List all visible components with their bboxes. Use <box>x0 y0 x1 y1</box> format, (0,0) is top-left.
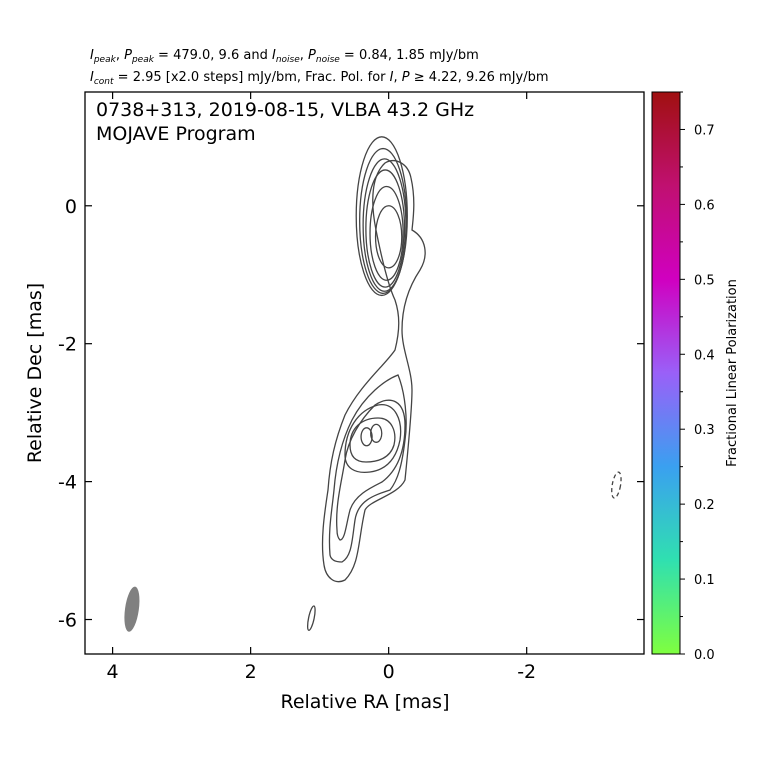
core-contour-2 <box>369 185 404 281</box>
x-axis-label: Relative RA [mas] <box>280 691 449 713</box>
jet-contour-outer <box>321 160 426 583</box>
y-axis-label: Relative Dec [mas] <box>24 283 46 463</box>
isolated-contour <box>306 605 316 631</box>
beam-ellipse <box>124 586 140 632</box>
colorbar-tick-label: 0.1 <box>694 573 715 588</box>
plot-title-line-2: MOJAVE Program <box>96 123 256 145</box>
colorbar-tick-label: 0.3 <box>694 423 715 438</box>
y-tick-label: -2 <box>58 334 77 356</box>
x-tick-label: 4 <box>107 661 119 683</box>
y-tick-label: -4 <box>58 472 77 494</box>
plot-frame <box>84 91 645 655</box>
header-line-2: Icont = 2.95 [x2.0 steps] mJy/bm, Frac. … <box>90 70 549 87</box>
colorbar-tick-label: 0.0 <box>694 648 715 663</box>
core-contour-6 <box>355 136 408 297</box>
negative-contour <box>611 471 622 499</box>
colorbar-tick-label: 0.5 <box>694 273 715 288</box>
colorbar-tick-label: 0.7 <box>694 123 715 138</box>
core-contour-3 <box>365 169 406 288</box>
plot-title-line-1: 0738+313, 2019-08-15, VLBA 43.2 GHz <box>96 99 475 121</box>
colorbar-label: Fractional Linear Polarization <box>725 279 740 467</box>
jet-contour-5 <box>349 417 396 463</box>
jet-contour-2 <box>328 374 407 563</box>
colorbar-gradient <box>651 91 681 655</box>
y-tick-label: -6 <box>58 610 77 632</box>
contour-layer <box>124 136 622 632</box>
colorbar-tick-label: 0.4 <box>694 348 715 363</box>
knot-contour-2 <box>360 427 373 447</box>
header-line-1: Ipeak, Ppeak = 479.0, 9.6 and Inoise, Pn… <box>90 48 479 65</box>
axes: 4 2 0 -2 0 -2 -4 -6 <box>58 91 645 683</box>
core-contour-1 <box>374 205 403 269</box>
knot-contour-1 <box>370 423 383 443</box>
x-tick-label: -2 <box>517 661 536 683</box>
y-tick-label: 0 <box>65 196 77 218</box>
plot-area <box>85 92 644 654</box>
colorbar: 0.0 0.1 0.2 0.3 0.4 0.5 0.6 0.7 <box>651 91 715 663</box>
jet-contour-4 <box>344 404 402 474</box>
x-tick-label: 2 <box>245 661 257 683</box>
colorbar-tick-label: 0.2 <box>694 498 715 513</box>
core-contour-4 <box>362 158 407 292</box>
colorbar-tick-label: 0.6 <box>694 198 715 213</box>
x-tick-label: 0 <box>383 661 395 683</box>
